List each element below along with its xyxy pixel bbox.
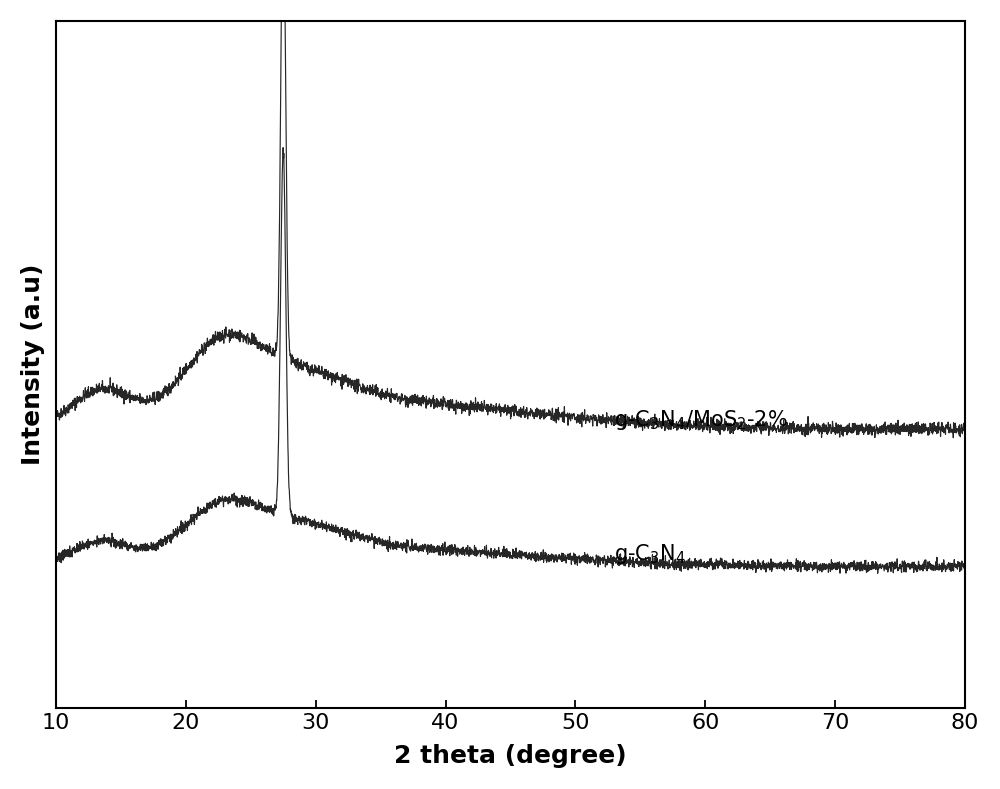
X-axis label: 2 theta (degree): 2 theta (degree) — [394, 744, 627, 768]
Text: g-C$_3$N$_4$/MoS$_2$-2%: g-C$_3$N$_4$/MoS$_2$-2% — [614, 409, 788, 432]
Text: g-C$_3$N$_4$: g-C$_3$N$_4$ — [614, 541, 686, 566]
Y-axis label: Intensity (a.u): Intensity (a.u) — [21, 264, 45, 466]
